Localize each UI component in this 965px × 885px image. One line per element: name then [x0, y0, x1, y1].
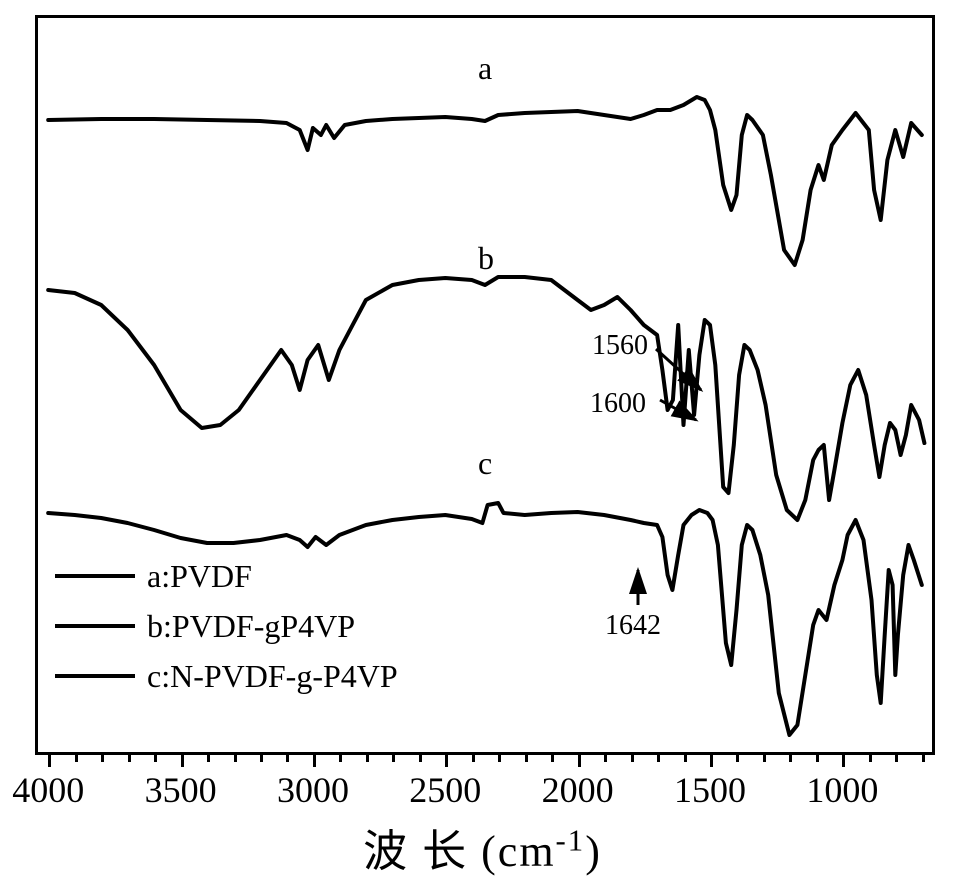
x-tick-minor — [922, 755, 925, 762]
legend-label: c:N-PVDF-g-P4VP — [147, 658, 398, 695]
x-tick-label: 1000 — [806, 769, 878, 811]
x-tick-minor — [736, 755, 739, 762]
legend-label: a:PVDF — [147, 558, 252, 595]
x-tick-minor — [551, 755, 554, 762]
spectrum-curve-b — [48, 277, 924, 520]
curve-label-c: c — [478, 445, 492, 482]
x-tick-major — [578, 755, 581, 767]
curve-label-a: a — [478, 50, 492, 87]
x-tick-minor — [154, 755, 157, 762]
peak-label-1560: 1560 — [592, 330, 648, 362]
peak-label-1642: 1642 — [605, 610, 661, 642]
x-tick-minor — [366, 755, 369, 762]
legend-label: b:PVDF-gP4VP — [147, 608, 355, 645]
x-tick-major — [445, 755, 448, 767]
x-tick-minor — [101, 755, 104, 762]
legend-item-c: c:N-PVDF-g-P4VP — [55, 655, 398, 697]
x-tick-minor — [684, 755, 687, 762]
x-tick-minor — [604, 755, 607, 762]
x-tick-minor — [657, 755, 660, 762]
x-tick-label: 2000 — [542, 769, 614, 811]
x-tick-minor — [392, 755, 395, 762]
x-tick-label: 2500 — [409, 769, 481, 811]
x-tick-major — [181, 755, 184, 767]
peak-arrow — [660, 400, 696, 420]
x-tick-minor — [419, 755, 422, 762]
x-tick-minor — [234, 755, 237, 762]
x-tick-minor — [128, 755, 131, 762]
x-tick-minor — [789, 755, 792, 762]
curve-label-b: b — [478, 240, 494, 277]
x-axis-title: 波 长 (cm-1) — [0, 815, 965, 879]
x-tick-minor — [498, 755, 501, 762]
x-tick-minor — [763, 755, 766, 762]
x-tick-label: 4000 — [12, 769, 84, 811]
x-tick-minor — [816, 755, 819, 762]
peak-label-1600: 1600 — [590, 388, 646, 420]
x-tick-major — [842, 755, 845, 767]
x-tick-minor — [895, 755, 898, 762]
x-tick-major — [710, 755, 713, 767]
x-tick-minor — [472, 755, 475, 762]
legend-line-icon — [55, 674, 135, 678]
x-tick-major — [313, 755, 316, 767]
x-tick-minor — [339, 755, 342, 762]
x-tick-minor — [869, 755, 872, 762]
x-tick-label: 3500 — [145, 769, 217, 811]
legend-line-icon — [55, 624, 135, 628]
x-axis-ticks: 4000350030002500200015001000 — [35, 755, 935, 805]
x-axis-title-text: 波 长 (cm-1) — [363, 827, 602, 876]
x-tick-minor — [260, 755, 263, 762]
x-tick-label: 3000 — [277, 769, 349, 811]
legend-item-b: b:PVDF-gP4VP — [55, 605, 398, 647]
legend: a:PVDF b:PVDF-gP4VP c:N-PVDF-g-P4VP — [55, 555, 398, 705]
x-tick-minor — [525, 755, 528, 762]
legend-item-a: a:PVDF — [55, 555, 398, 597]
x-tick-minor — [207, 755, 210, 762]
x-tick-minor — [631, 755, 634, 762]
x-tick-minor — [75, 755, 78, 762]
x-tick-major — [48, 755, 51, 767]
x-tick-minor — [286, 755, 289, 762]
x-tick-label: 1500 — [674, 769, 746, 811]
legend-line-icon — [55, 574, 135, 578]
